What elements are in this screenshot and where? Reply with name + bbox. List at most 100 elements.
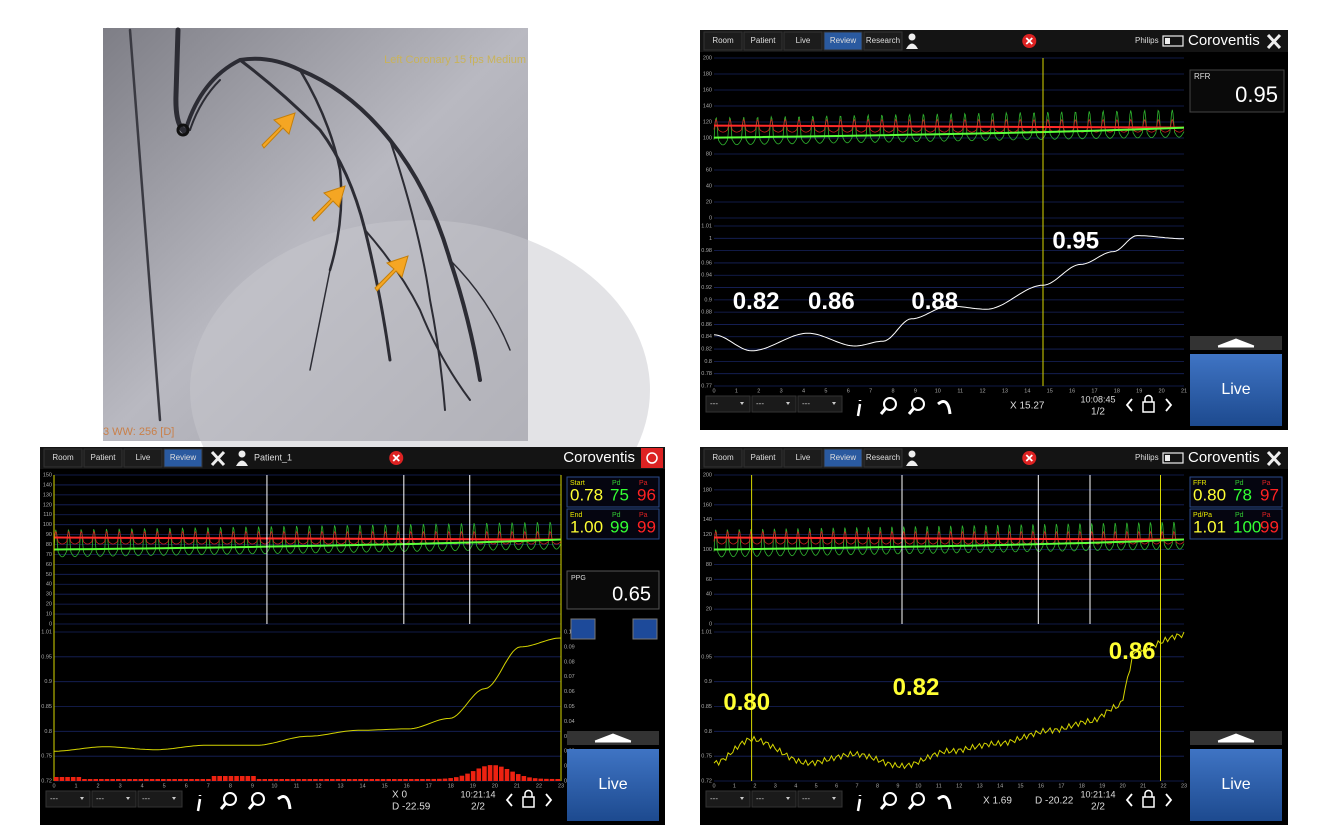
ppg-bar [364, 779, 369, 781]
x-tick-label: 1 [733, 783, 736, 789]
row-pd: 99 [610, 517, 629, 536]
power-button[interactable] [641, 448, 663, 468]
tab[interactable]: Live [784, 449, 822, 467]
ppg-bar [251, 776, 256, 781]
dropdown-value: --- [710, 794, 718, 803]
dropdown[interactable]: --- [752, 396, 796, 412]
y-tick-label: 40 [46, 582, 52, 588]
y2-tick-label: 0.09 [564, 644, 575, 650]
y-tick-label: 160 [703, 502, 712, 508]
tab-label: Research [866, 36, 900, 45]
x-tick-label: 17 [426, 783, 432, 789]
x-tick-label: 1 [735, 388, 738, 394]
y-tick-label: 0 [49, 621, 52, 627]
y-tick-label: 60 [706, 577, 712, 583]
x-tick-label: 4 [802, 388, 805, 394]
tab[interactable]: Room [44, 449, 82, 467]
y-tick-label: 0.9 [44, 679, 52, 685]
close-button[interactable] [1022, 34, 1036, 48]
dropdown[interactable]: --- [798, 396, 842, 412]
row-pa: 99 [637, 517, 656, 536]
dropdown[interactable]: --- [706, 791, 750, 807]
y-tick-label: 0.95 [41, 654, 52, 660]
tab[interactable]: Patient [744, 449, 782, 467]
tab[interactable]: Live [784, 32, 822, 50]
ppg-bar [93, 779, 98, 781]
y-tick-label: 0 [709, 621, 712, 627]
y-tick-label: 140 [703, 103, 712, 109]
tab[interactable]: Research [864, 32, 902, 50]
screen: RoomPatientLiveReviewResearchPhilipsCoro… [700, 30, 1288, 430]
y-tick-label: 20 [706, 199, 712, 205]
close-button[interactable] [389, 451, 403, 465]
tab[interactable]: Review [164, 449, 202, 467]
dropdown-value: --- [96, 794, 104, 803]
tab[interactable]: Patient [84, 449, 122, 467]
ppg-bar [336, 779, 341, 781]
tab-label: Patient [751, 453, 777, 462]
tab[interactable]: Review [824, 32, 862, 50]
x-tick-label: 6 [835, 783, 838, 789]
x-position: X 0 [392, 790, 407, 801]
ppg-bar [71, 777, 76, 781]
dropdown[interactable]: --- [798, 791, 842, 807]
dropdown[interactable]: --- [706, 396, 750, 412]
x-tick-label: 11 [957, 388, 963, 394]
live-button[interactable]: Live [1190, 354, 1282, 426]
x-tick-label: 12 [315, 783, 321, 789]
dropdown[interactable]: --- [138, 791, 182, 807]
x-tick-label: 20 [1120, 783, 1126, 789]
x-tick-label: 20 [1159, 388, 1165, 394]
brand-name: Coroventis [1188, 32, 1260, 49]
ppg-bar [460, 776, 465, 781]
y-tick-label: 40 [706, 183, 712, 189]
tab[interactable]: Review [824, 449, 862, 467]
tab[interactable]: Patient [744, 32, 782, 50]
ppg-bar [105, 779, 110, 781]
ppg-bar [533, 778, 538, 781]
y2-tick-label: 0.06 [564, 689, 575, 695]
ppg-bar [110, 779, 115, 781]
ppg-bar [398, 779, 403, 781]
battery-level [1165, 38, 1170, 44]
x-tick-label: 12 [980, 388, 986, 394]
live-button[interactable]: Live [1190, 749, 1282, 821]
ppg-bar [65, 777, 70, 781]
live-button-label: Live [1221, 776, 1250, 793]
x-position: X 1.69 [983, 796, 1012, 807]
x-position: X 15.27 [1010, 401, 1045, 412]
live-button-label: Live [598, 776, 627, 793]
tab[interactable]: Room [704, 32, 742, 50]
x-tick-label: 2 [757, 388, 760, 394]
row-pa: 97 [1260, 485, 1279, 504]
tab-label: Research [866, 453, 900, 462]
x-tick-label: 10 [915, 783, 921, 789]
dropdown[interactable]: --- [752, 791, 796, 807]
dropdown-value: --- [802, 399, 810, 408]
y-tick-label: 130 [43, 492, 52, 498]
close-button[interactable] [1022, 451, 1036, 465]
ppg-bar [200, 779, 205, 781]
dropdown[interactable]: --- [92, 791, 136, 807]
brand-name: Coroventis [1188, 449, 1260, 466]
x-tick-label: 23 [558, 783, 564, 789]
y-tick-label: 100 [703, 547, 712, 553]
tab-label: Review [170, 453, 196, 462]
y-tick-label: 60 [46, 562, 52, 568]
ppg-bar [178, 779, 183, 781]
tab[interactable]: Research [864, 449, 902, 467]
ppg-bar [516, 774, 521, 781]
ppg-bar [229, 776, 234, 781]
ppg-bar [555, 779, 560, 781]
x-tick-label: 7 [869, 388, 872, 394]
live-button[interactable]: Live [567, 749, 659, 821]
dropdown-value: --- [756, 399, 764, 408]
x-tick-label: 16 [404, 783, 410, 789]
tab[interactable]: Room [704, 449, 742, 467]
dropdown[interactable]: --- [46, 791, 90, 807]
x-tick-label: 22 [536, 783, 542, 789]
x-tick-label: 18 [448, 783, 454, 789]
tab[interactable]: Live [124, 449, 162, 467]
ppg-bar [493, 765, 498, 781]
x-tick-label: 3 [119, 783, 122, 789]
